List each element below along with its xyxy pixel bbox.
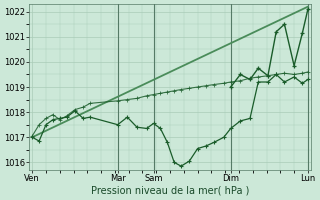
X-axis label: Pression niveau de la mer( hPa ): Pression niveau de la mer( hPa ): [91, 186, 249, 196]
